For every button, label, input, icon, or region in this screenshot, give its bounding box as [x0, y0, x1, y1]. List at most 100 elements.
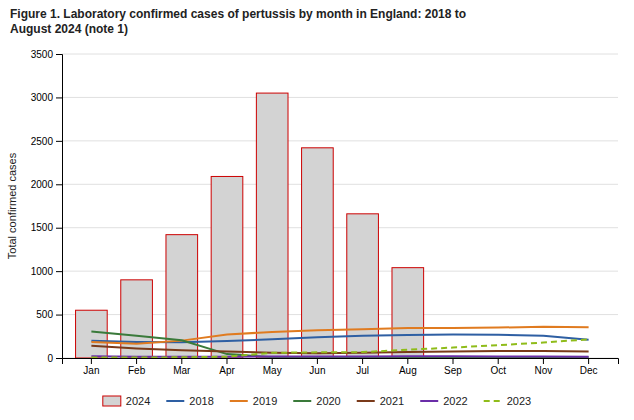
- y-tick: 2500: [31, 136, 62, 147]
- x-tick-label: Jun: [309, 365, 325, 376]
- grid-line: [62, 184, 618, 185]
- line: [91, 339, 588, 357]
- y-tick-mark: [56, 97, 62, 98]
- line: [91, 346, 588, 353]
- y-tick-label: 3500: [31, 49, 54, 60]
- legend-swatch: [103, 396, 121, 406]
- y-tick-mark: [56, 54, 62, 55]
- x-tick-label: Aug: [399, 365, 417, 376]
- y-axis-line: [56, 55, 63, 359]
- x-axis: Jan Feb Mar Apr May Jun Jul Aug Sep Oct Nov Dec: [63, 358, 619, 376]
- chart-svg: Figure 1. Laboratory confirmed cases of …: [0, 0, 634, 420]
- x-tick-label: Jan: [83, 365, 99, 376]
- bar: [392, 268, 424, 358]
- x-tick: Sep: [444, 358, 462, 376]
- y-tick-label: 2500: [31, 136, 54, 147]
- x-tick-mark: [181, 358, 182, 364]
- x-tick: Apr: [219, 358, 235, 376]
- x-tick: Jan: [83, 358, 99, 376]
- y-tick-mark: [56, 228, 62, 229]
- x-tick-label: Feb: [128, 365, 146, 376]
- bar: [121, 280, 153, 358]
- grid-line: [62, 97, 618, 98]
- x-tick: Jul: [356, 358, 369, 376]
- grid-line: [62, 54, 618, 55]
- legend-label: 2019: [253, 395, 277, 407]
- grid: [62, 54, 618, 358]
- y-tick-label: 2000: [31, 179, 54, 190]
- legend-item: 2021: [357, 395, 404, 407]
- y-tick-mark: [56, 184, 62, 185]
- legend-swatch: [293, 400, 311, 402]
- x-tick: Mar: [173, 358, 191, 376]
- x-tick: Dec: [580, 358, 598, 376]
- y-tick: 500: [36, 309, 62, 320]
- y-axis-title: Total confirmed cases: [6, 152, 18, 259]
- x-tick-mark: [453, 358, 454, 364]
- x-tick-mark: [226, 358, 227, 364]
- x-tick-label: Sep: [444, 365, 462, 376]
- legend-swatch: [420, 400, 438, 402]
- grid-line: [62, 227, 618, 228]
- x-tick-mark: [272, 358, 273, 364]
- legend-label: 2022: [443, 395, 467, 407]
- legend-item: 2018: [166, 395, 213, 407]
- legend-swatch: [357, 400, 375, 402]
- legend-label: 2024: [126, 395, 150, 407]
- title-line: Figure 1. Laboratory confirmed cases of …: [10, 7, 466, 21]
- legend-item: 2024: [103, 395, 150, 407]
- chart-container: Figure 1. Laboratory confirmed cases of …: [0, 0, 634, 420]
- x-tick: Feb: [128, 358, 146, 376]
- grid-line: [62, 271, 618, 272]
- legend-item: 2019: [230, 395, 277, 407]
- title: Figure 1. Laboratory confirmed cases of …: [10, 7, 466, 36]
- y-tick-label: 0: [47, 353, 53, 364]
- legend-label: 2018: [189, 395, 213, 407]
- legend-label: 2020: [316, 395, 340, 407]
- y-tick-mark: [56, 271, 62, 272]
- y-tick-label: 1500: [31, 222, 54, 233]
- legend-swatch: [166, 400, 184, 402]
- y-tick: 1500: [31, 222, 62, 233]
- line: [91, 327, 588, 344]
- y-tick: 1000: [31, 266, 62, 277]
- y-tick-label: 3000: [31, 92, 54, 103]
- x-tick-label: Oct: [490, 365, 506, 376]
- x-tick-label: Dec: [580, 365, 598, 376]
- x-tick-mark: [317, 358, 318, 364]
- x-tick: May: [263, 358, 282, 376]
- y-tick-mark: [56, 141, 62, 142]
- legend-swatch: [230, 400, 248, 402]
- y-tick: 3000: [31, 92, 62, 103]
- y-tick: 2000: [31, 179, 62, 190]
- y-tick: 0: [47, 353, 62, 364]
- x-tick-label: Nov: [535, 365, 553, 376]
- x-tick-mark: [588, 358, 589, 364]
- y-tick: 3500: [31, 49, 62, 60]
- x-tick-label: Apr: [219, 365, 235, 376]
- legend-item: 2022: [420, 395, 467, 407]
- x-tick: Oct: [490, 358, 506, 376]
- legend: 2024 2018 2019 2020 2021 2022 2023: [103, 395, 531, 407]
- legend-label: 2023: [507, 395, 531, 407]
- y-axis: 0 500 1000 1500 2000 2500 3000 3500: [31, 49, 63, 364]
- line: [91, 332, 588, 358]
- x-tick-mark: [136, 358, 137, 364]
- y-tick-mark: [56, 358, 62, 359]
- x-tick: Aug: [399, 358, 417, 376]
- y-tick-label: 500: [36, 309, 53, 320]
- x-tick-mark: [91, 358, 92, 364]
- grid-line: [62, 140, 618, 141]
- legend-item: 2020: [293, 395, 340, 407]
- bar: [76, 310, 108, 358]
- plot-area: [76, 93, 589, 358]
- y-tick-label: 1000: [31, 266, 54, 277]
- x-axis-line: [63, 359, 619, 365]
- bar: [211, 176, 243, 358]
- x-tick-label: Jul: [356, 365, 369, 376]
- y-tick-mark: [56, 315, 62, 316]
- x-tick-label: May: [263, 365, 282, 376]
- x-tick-mark: [498, 358, 499, 364]
- x-tick: Nov: [535, 358, 553, 376]
- x-tick-mark: [543, 358, 544, 364]
